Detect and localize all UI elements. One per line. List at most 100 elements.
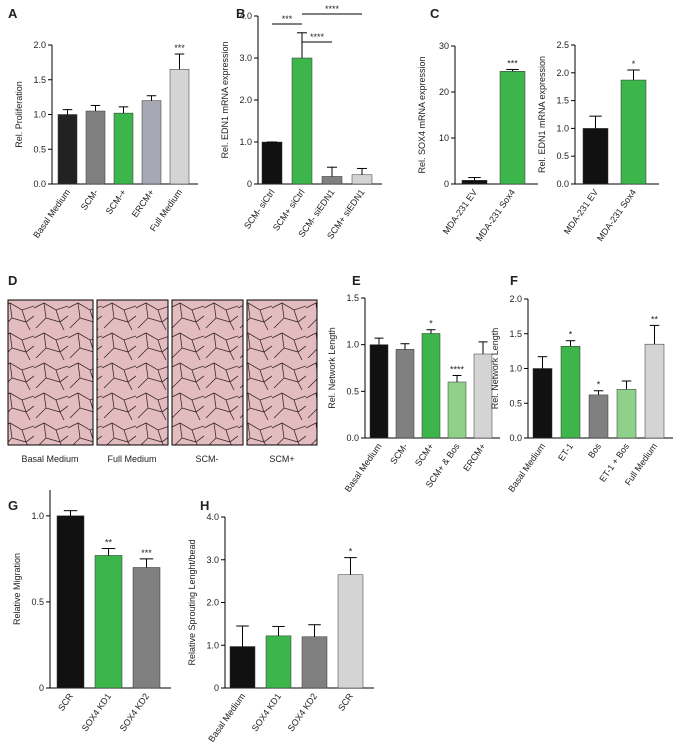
x-tick-label: SCR [336,691,355,713]
bar [301,636,328,689]
bar [321,176,343,185]
y-tick-label: 2.0 [509,294,522,304]
y-tick-label: 0.5 [31,597,44,607]
panel-letter: C [430,6,440,21]
bar [337,574,364,689]
x-tick-label: SCM-+ [104,187,128,216]
y-tick-label: 1.0 [239,137,252,147]
bar [351,174,373,185]
y-tick-label: 4.0 [206,512,219,522]
x-tick-label: ET-1 [556,441,575,462]
y-tick-label: 2.0 [556,68,569,78]
y-axis-label: Rel. Network Length [327,327,337,409]
significance: **** [325,4,340,14]
y-tick-label: 1.5 [346,293,359,303]
y-tick-label: 0.0 [509,433,522,443]
y-tick-label: 1.0 [509,364,522,374]
x-tick-label: SCM- [388,441,409,466]
bar [85,110,106,185]
y-tick-label: 1.0 [206,640,219,650]
y-tick-label: 2.5 [556,40,569,50]
image-label: Basal Medium [21,454,78,464]
y-tick-label: 0 [214,683,219,693]
y-tick-label: 10 [439,133,449,143]
bar [169,69,190,185]
bar [57,114,78,185]
y-tick-label: 0.0 [33,179,46,189]
significance: **** [310,32,325,42]
bar [141,100,162,185]
panel-letter: F [510,273,518,288]
x-tick-label: MDA-231 Sox4 [595,187,638,243]
micrograph [171,299,244,446]
y-tick-label: 0 [247,179,252,189]
x-tick-label: SOX4 KD1 [80,691,113,733]
significance: ** [651,314,659,324]
bar [421,333,441,439]
bar [532,368,553,439]
significance: * [632,59,636,69]
micrograph [246,299,318,446]
y-axis-label: Rel. EDN1 mRNA expression [220,41,230,158]
y-tick-label: 3.0 [206,555,219,565]
y-tick-label: 0.5 [346,386,359,396]
y-tick-label: 0.5 [556,151,569,161]
significance: ** [105,538,113,548]
bar [588,394,609,439]
x-tick-label: Basal Medium [31,187,72,239]
x-tick-label: SCM- [79,187,100,212]
y-tick-label: 0.0 [556,179,569,189]
x-tick-label: ERCM+ [461,441,487,473]
y-tick-label: 1.0 [556,123,569,133]
bar [447,381,467,439]
bar [395,349,415,439]
y-axis-label: Relative Sprouting Lenght/bead [187,539,197,665]
y-tick-label: 4.0 [239,11,252,21]
y-axis-label: Rel. Network Length [490,328,500,410]
y-tick-label: 1.0 [33,110,46,120]
significance: *** [282,14,293,24]
bar [644,343,665,439]
bar [265,635,292,689]
significance: * [569,330,573,340]
bar [369,344,389,439]
significance: * [349,547,353,557]
y-tick-label: 1.5 [556,96,569,106]
bar [499,71,526,185]
y-tick-label: 2.0 [206,598,219,608]
micrograph [7,299,94,446]
panel-letter: D [8,273,17,288]
y-tick-label: 1.5 [509,329,522,339]
panel-letter: A [8,6,18,21]
y-tick-label: 2.0 [33,40,46,50]
bar [582,128,609,185]
bar [461,180,488,185]
y-axis-label: Rel. Proliferation [14,81,24,148]
x-tick-label: MDA-231 EV [441,187,479,236]
x-tick-label: Basal Medium [206,691,247,743]
significance: *** [174,43,185,53]
bar [229,646,256,689]
y-tick-label: 30 [439,41,449,51]
panel-letter: H [200,498,209,513]
image-label: SCM+ [269,454,294,464]
y-tick-label: 0.5 [509,398,522,408]
panel-letter: B [236,6,245,21]
panel-letter: G [8,498,18,513]
bar [291,57,313,185]
significance: * [597,380,601,390]
x-tick-label: Basal Medium [506,441,547,493]
y-tick-label: 0 [444,179,449,189]
y-axis-label: Relative Migration [12,553,22,625]
y-tick-label: 0.0 [346,433,359,443]
y-tick-label: 1.5 [33,75,46,85]
significance: * [429,319,433,329]
x-tick-label: Basal Medium [343,441,384,493]
image-label: SCM- [196,454,219,464]
significance: *** [141,548,152,558]
x-tick-label: MDA-231 Sox4 [474,187,517,243]
image-label: Full Medium [107,454,156,464]
x-tick-label: ERCM+ [130,187,156,219]
x-tick-label: SCR [56,691,75,713]
y-tick-label: 3.0 [239,53,252,63]
